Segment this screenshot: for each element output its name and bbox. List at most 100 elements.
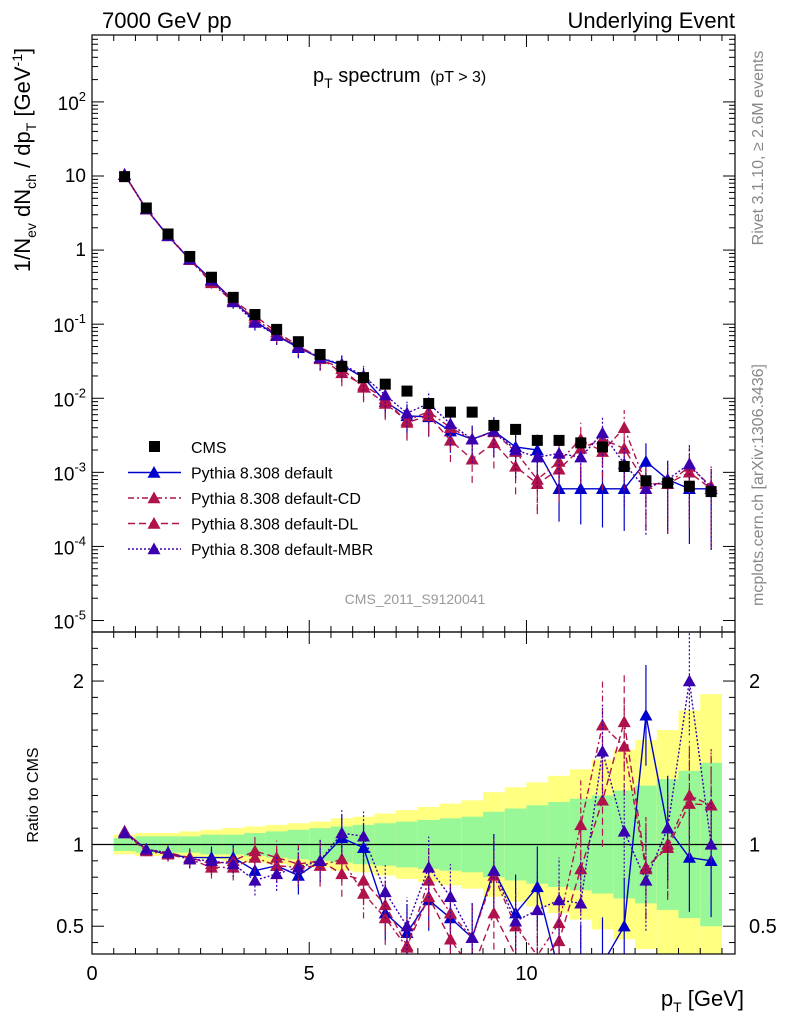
cms-data-marker: [531, 434, 543, 446]
series-line-ratio: [124, 715, 712, 954]
cms-data-marker: [358, 372, 370, 384]
series-marker-ratio: [574, 862, 588, 875]
series-marker-main: [574, 450, 588, 463]
series-marker-ratio: [552, 893, 566, 906]
cms-data-marker: [575, 437, 587, 449]
xlabel-rest: [GeV]: [682, 986, 744, 1011]
series-marker-ratio: [313, 854, 327, 867]
series-marker-ratio: [248, 844, 262, 857]
main-y-tick-label: 10-2: [53, 385, 86, 411]
series-marker-ratio: [443, 932, 457, 945]
series-marker-ratio: [682, 674, 696, 687]
series-marker-ratio: [270, 867, 284, 880]
series-marker-ratio: [595, 793, 609, 806]
series-marker-main: [248, 316, 262, 328]
cms-data-marker: [184, 250, 196, 262]
series-marker-main: [639, 455, 653, 467]
series-marker-ratio: [682, 797, 696, 809]
legend-triangle-marker: [147, 517, 161, 529]
cms-data-marker: [618, 460, 630, 472]
series-line-ratio: [124, 721, 712, 954]
series-marker-ratio: [248, 873, 262, 886]
series-marker-ratio: [595, 744, 609, 757]
ratio-y-tick-label-right: 0.5: [749, 916, 777, 938]
series-marker-main: [400, 406, 414, 419]
series-marker-ratio: [552, 934, 566, 947]
ratio-y-tick-label-right: 1: [749, 834, 760, 856]
header-left: 7000 GeV pp: [102, 8, 232, 33]
plot-title-rest: spectrum: [333, 65, 421, 87]
series-marker-ratio: [617, 824, 631, 837]
main-y-tick-label: 10-1: [53, 311, 86, 337]
series-marker-main: [617, 441, 631, 454]
cms-data-marker: [205, 271, 217, 283]
cms-data-marker: [227, 291, 239, 303]
ylabel-p0: 1/N: [10, 238, 35, 272]
cms-data-marker: [249, 309, 261, 321]
main-y-tick-label: 102: [58, 89, 86, 115]
cms-data-marker: [705, 486, 717, 498]
series-marker-ratio: [639, 708, 653, 721]
cms-data-marker: [119, 171, 131, 183]
series-line-main: [123, 174, 712, 490]
main-y-tick-label: 10-5: [53, 608, 86, 634]
series-marker-ratio: [183, 852, 197, 865]
cms-data-layer: [119, 171, 717, 498]
series-marker-ratio: [574, 896, 588, 909]
legend-entry-2: Pythia 8.308 default: [128, 466, 333, 483]
x-tick-label: 0: [86, 963, 97, 985]
series-marker-ratio: [357, 829, 371, 842]
xlabel-main: p: [661, 986, 673, 1011]
series-marker-main: [530, 450, 544, 463]
series-marker-ratio: [378, 885, 392, 898]
series-marker-main: [378, 388, 392, 401]
series-marker-main: [530, 443, 544, 456]
legend: CMS Pythia 8.308 default Pythia 8.308 defa…: [128, 440, 373, 559]
cms-data-marker: [140, 202, 152, 214]
series-marker-ratio: [574, 818, 588, 831]
analysis-watermark: CMS_2011_S9120041: [345, 591, 486, 607]
series-marker-ratio: [291, 860, 305, 873]
plot-title: pT spectrum (pT > 3): [313, 65, 486, 91]
series-marker-ratio: [422, 860, 436, 873]
legend-entry-3: Pythia 8.308 default-CD: [128, 491, 361, 508]
series-marker-ratio: [704, 837, 718, 850]
legend-label: Pythia 8.308 default-DL: [191, 517, 358, 534]
ylabel-p1: ev: [23, 223, 39, 238]
cms-data-marker: [292, 336, 304, 348]
legend-triangle-marker: [147, 491, 161, 504]
series-marker-ratio: [248, 851, 262, 863]
ratio-y-tick-label-right: 2: [749, 671, 760, 693]
series-marker-ratio: [357, 841, 371, 853]
series-marker-ratio: [443, 890, 457, 902]
ratio-uncertainty-band: [92, 694, 735, 954]
series-marker-main: [509, 443, 523, 456]
legend-entry-4: Pythia 8.308 default-DL: [128, 517, 358, 534]
cms-data-marker: [423, 397, 435, 409]
legend-label: Pythia 8.308 default-CD: [191, 491, 361, 508]
header-right: Underlying Event: [567, 8, 735, 33]
series-marker-main: [487, 436, 501, 449]
series-marker-main: [270, 329, 284, 341]
series-marker-main: [465, 432, 479, 445]
cms-data-marker: [162, 228, 174, 240]
series-marker-ratio: [487, 864, 501, 876]
main-y-tick-label: 10-3: [53, 459, 86, 485]
ylabel-p7: -1: [9, 54, 25, 67]
ylabel-p5: T: [23, 122, 39, 131]
series-marker-ratio: [487, 906, 501, 919]
series-marker-main: [357, 378, 371, 391]
cms-data-marker: [553, 434, 565, 446]
x-axis-label: pT [GeV]: [661, 986, 744, 1015]
ratio-panel-frame: [91, 631, 736, 955]
cms-data-marker: [314, 348, 326, 360]
xlabel-sub: T: [673, 999, 682, 1015]
ratio-y-tick-label: 1: [73, 834, 84, 856]
legend-entry-5: Pythia 8.308 default-MBR: [128, 542, 373, 559]
x-tick-label: 5: [304, 963, 315, 985]
ylabel-p6: [GeV: [10, 66, 35, 123]
series-marker-main: [682, 465, 696, 478]
ratio-y-tick-label: 2: [73, 671, 84, 693]
series-marker-ratio: [661, 821, 675, 834]
